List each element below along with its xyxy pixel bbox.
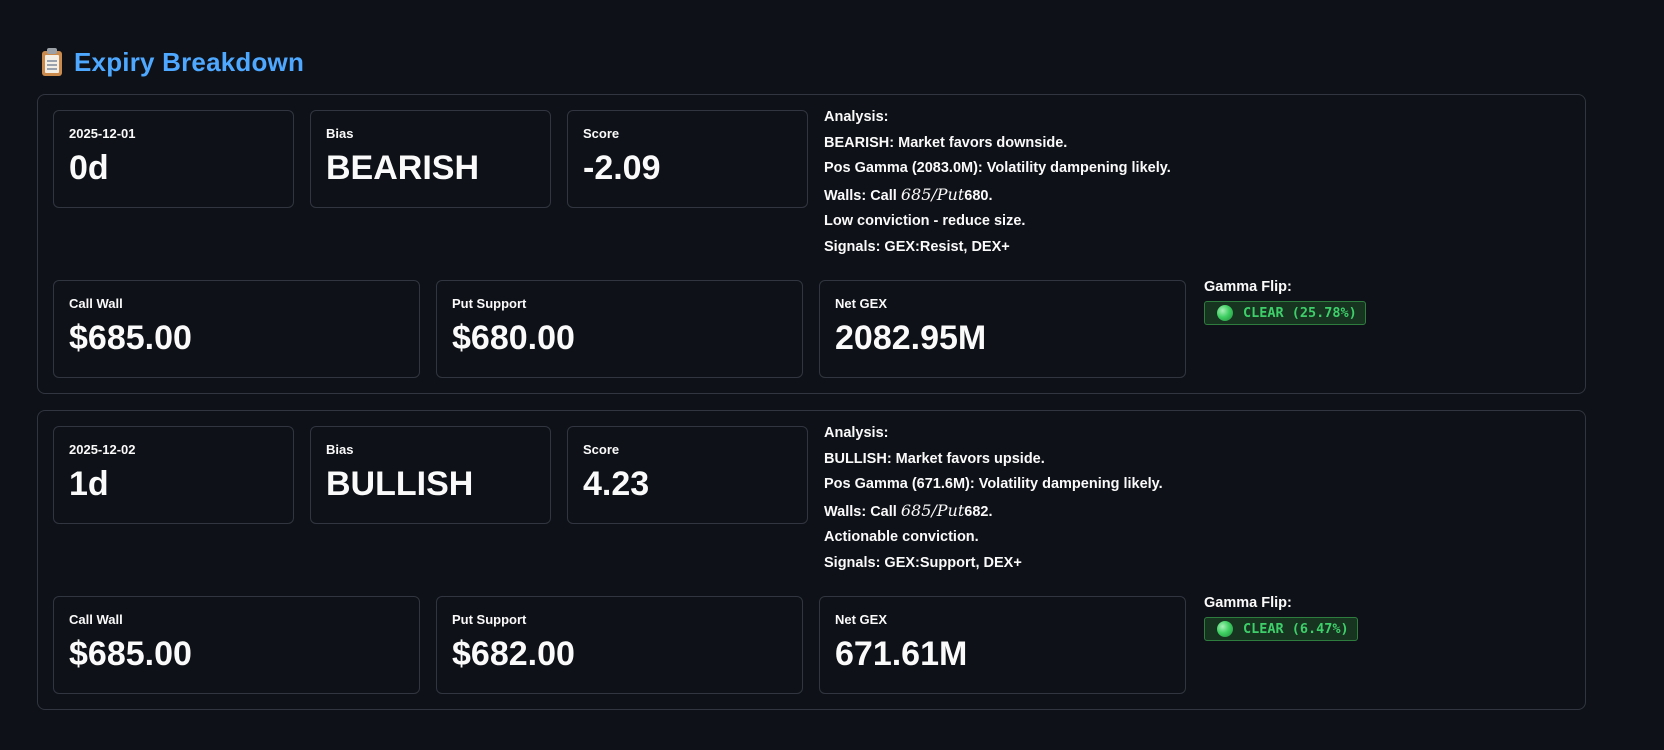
analysis-conviction-line: Low conviction - reduce size.	[824, 213, 1026, 229]
net-gex-label: Net GEX	[835, 612, 888, 627]
gamma-flip: Gamma Flip: CLEAR (25.78%)	[1204, 279, 1366, 326]
analysis-gamma-line: Pos Gamma (671.6M): Volatility dampening…	[824, 476, 1163, 492]
bias-label: Bias	[326, 442, 354, 457]
analysis-signals-line: Signals: GEX:Resist, DEX+	[824, 238, 1010, 255]
bias-metric: Bias BEARISH	[310, 110, 551, 208]
net-gex-value: 2082.95M	[835, 319, 987, 357]
analysis-bias-line: BEARISH: Market favors downside.	[824, 134, 1068, 151]
expiry-date-metric: 2025-12-02 1d	[53, 426, 294, 524]
section-header: Expiry Breakdown	[40, 42, 304, 82]
bias-label: Bias	[326, 126, 354, 141]
walls-suffix: 682.	[964, 503, 993, 520]
walls-suffix: 680.	[964, 187, 993, 204]
analysis-gamma-line: Pos Gamma (2083.0M): Volatility dampenin…	[824, 160, 1171, 176]
analysis-block: Analysis: BEARISH: Market favors downsid…	[824, 105, 1171, 260]
call-wall-metric: Call Wall $685.00	[53, 280, 420, 378]
clipboard-icon	[40, 47, 64, 77]
expiry-card: 2025-12-02 1d Bias BULLISH Score 4.23 An…	[37, 410, 1586, 710]
score-label: Score	[583, 442, 620, 457]
expiry-date-label: 2025-12-01	[69, 126, 136, 141]
walls-math: 685/Put	[900, 500, 965, 520]
score-label: Score	[583, 126, 620, 141]
gamma-flip-status: CLEAR (25.78%)	[1243, 305, 1357, 321]
expiry-date-metric: 2025-12-01 0d	[53, 110, 294, 208]
bias-value: BEARISH	[326, 149, 480, 187]
analysis-walls-line: Walls: Call 685/Put682.	[824, 498, 1163, 526]
call-wall-value: $685.00	[69, 319, 192, 357]
put-support-value: $682.00	[452, 635, 575, 673]
score-metric: Score 4.23	[567, 426, 808, 524]
score-value: -2.09	[583, 149, 661, 187]
call-wall-label: Call Wall	[69, 296, 123, 311]
analysis-walls-line: Walls: Call 685/Put680.	[824, 182, 1171, 210]
gamma-flip-status-badge: CLEAR (25.78%)	[1204, 301, 1366, 325]
analysis-conviction-line: Actionable conviction.	[824, 529, 979, 545]
put-support-metric: Put Support $682.00	[436, 596, 803, 694]
gamma-flip-status: CLEAR (6.47%)	[1243, 621, 1349, 637]
gamma-flip: Gamma Flip: CLEAR (6.47%)	[1204, 595, 1358, 642]
green-circle-icon	[1217, 305, 1233, 321]
put-support-label: Put Support	[452, 612, 527, 627]
net-gex-value: 671.61M	[835, 635, 968, 673]
analysis-bias-line: BULLISH: Market favors upside.	[824, 450, 1045, 467]
walls-prefix: Walls: Call	[824, 503, 897, 520]
analysis-label: Analysis:	[824, 109, 889, 125]
call-wall-metric: Call Wall $685.00	[53, 596, 420, 694]
gamma-flip-status-badge: CLEAR (6.47%)	[1204, 617, 1358, 641]
gamma-flip-label: Gamma Flip:	[1204, 279, 1292, 295]
dte-value: 1d	[69, 465, 109, 503]
analysis-signals-line: Signals: GEX:Support, DEX+	[824, 554, 1022, 571]
walls-math: 685/Put	[900, 184, 965, 204]
call-wall-value: $685.00	[69, 635, 192, 673]
gamma-flip-label: Gamma Flip:	[1204, 595, 1292, 611]
dte-value: 0d	[69, 149, 109, 187]
analysis-block: Analysis: BULLISH: Market favors upside.…	[824, 421, 1163, 576]
put-support-label: Put Support	[452, 296, 527, 311]
call-wall-label: Call Wall	[69, 612, 123, 627]
bias-metric: Bias BULLISH	[310, 426, 551, 524]
expiry-card: 2025-12-01 0d Bias BEARISH Score -2.09 A…	[37, 94, 1586, 394]
green-circle-icon	[1217, 621, 1233, 637]
net-gex-label: Net GEX	[835, 296, 888, 311]
walls-prefix: Walls: Call	[824, 187, 897, 204]
net-gex-metric: Net GEX 671.61M	[819, 596, 1186, 694]
expiry-date-label: 2025-12-02	[69, 442, 136, 457]
put-support-value: $680.00	[452, 319, 575, 357]
analysis-label: Analysis:	[824, 425, 889, 441]
score-metric: Score -2.09	[567, 110, 808, 208]
score-value: 4.23	[583, 465, 650, 503]
bias-value: BULLISH	[326, 465, 474, 503]
net-gex-metric: Net GEX 2082.95M	[819, 280, 1186, 378]
section-title: Expiry Breakdown	[74, 46, 305, 77]
put-support-metric: Put Support $680.00	[436, 280, 803, 378]
